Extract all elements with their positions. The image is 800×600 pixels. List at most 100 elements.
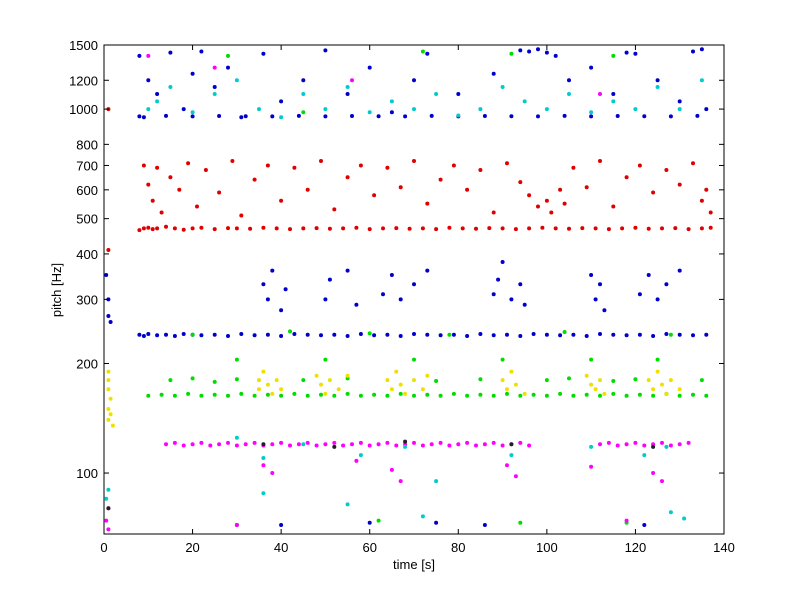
x-tick-label: 140 [713,540,735,555]
scatter-point [562,201,567,206]
scatter-point [292,391,297,396]
scatter-point [527,49,532,54]
scatter-point [155,99,160,104]
scatter-point [660,440,664,445]
scatter-point [261,442,266,447]
scatter-point [491,292,496,297]
scatter-point [323,107,328,112]
scatter-point [651,387,656,392]
scatter-point [226,440,230,445]
scatter-point [611,99,616,104]
scatter-point [429,113,434,118]
scatter-point [190,226,195,231]
y-tick-label: 800 [76,137,98,152]
scatter-point [637,392,642,397]
scatter-point [226,53,230,58]
scatter-point [261,491,266,496]
x-axis-label: time [s] [393,557,435,572]
scatter-point [212,65,217,70]
scatter-point [429,442,434,447]
scatter-point [234,226,239,231]
scatter-point [664,332,669,336]
scatter-point [172,226,177,231]
scatter-point [593,387,598,392]
scatter-point [345,175,350,180]
scatter-point [261,369,266,374]
scatter-point [637,163,642,168]
scatter-point [699,78,704,83]
scatter-point [425,268,430,273]
scatter-point [465,334,470,338]
scatter-point [438,393,443,398]
scatter-point [438,177,443,182]
scatter-point [137,228,142,233]
scatter-point [394,443,399,448]
scatter-point [611,92,616,96]
scatter-point [584,392,589,397]
scatter-point [527,193,532,198]
scatter-point [420,49,425,54]
scatter-point [611,332,616,337]
scatter-point [239,115,244,120]
scatter-point [509,297,514,302]
scatter-point [217,114,222,118]
scatter-point [398,382,403,387]
scatter-point [500,85,505,89]
scatter-point [199,440,204,445]
scatter-point [686,440,691,445]
scatter-point [279,393,284,398]
scatter-point [345,391,350,396]
scatter-point [323,297,328,302]
scatter-point [699,226,704,231]
axes-frame [103,44,725,535]
scatter-point [425,201,430,206]
scatter-point [553,226,558,231]
scatter-point [478,332,483,336]
scatter-point [522,99,527,104]
scatter-point [270,268,275,273]
scatter-point [394,369,399,374]
scatter-point [513,227,518,232]
scatter-point [186,391,191,396]
scatter-point [677,332,682,337]
scatter-point [164,113,168,118]
scatter-point [345,373,350,378]
scatter-point [668,443,673,448]
scatter-point [279,440,284,445]
scatter-point [230,159,235,163]
scatter-point [376,518,381,523]
scatter-point [358,393,363,398]
scatter-point [637,292,642,297]
scatter-point [611,53,616,58]
scatter-point [589,444,594,449]
scatter-point [637,332,642,337]
scatter-point [624,50,629,55]
scatter-point [491,440,496,445]
scatter-point [164,332,168,337]
scatter-point [668,332,673,337]
scatter-point [168,85,173,89]
scatter-point [589,273,594,277]
scatter-point [106,417,111,422]
y-tick-label: 300 [76,292,98,307]
y-tick-label: 400 [76,247,98,262]
scatter-point [505,161,509,166]
scatter-point [155,226,160,231]
scatter-point [509,442,514,447]
scatter-point [655,85,660,89]
scatter-point [567,92,571,96]
scatter-point [589,65,594,70]
scatter-point [509,114,514,119]
scatter-point [420,514,425,519]
scatter-point [239,332,244,336]
scatter-point [146,107,151,112]
scatter-point [708,225,713,230]
scatter-point [332,207,337,212]
scatter-point [527,226,532,231]
scatter-point [279,334,284,338]
scatter-point [425,51,430,56]
scatter-point [279,115,284,120]
scatter-point [252,393,257,398]
scatter-point [265,382,270,387]
scatter-point [332,393,337,398]
